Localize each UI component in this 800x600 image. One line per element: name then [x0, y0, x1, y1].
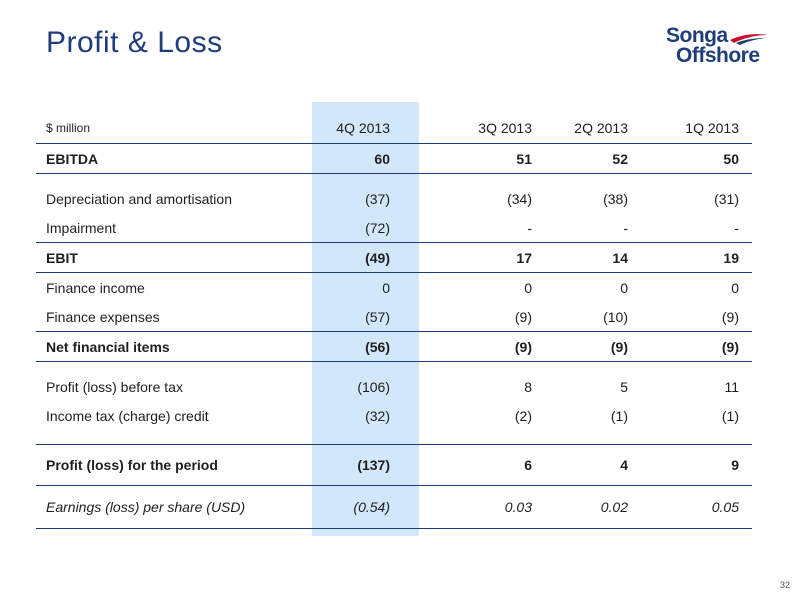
- cell-1q2013: 0: [731, 279, 739, 296]
- cell-4q2013: (72): [365, 219, 390, 236]
- cell-4q2013: (56): [365, 338, 390, 355]
- row-label: Income tax (charge) credit: [46, 407, 209, 424]
- cell-4q2013: (57): [365, 308, 390, 325]
- table-header-row: $ million 4Q 2013 3Q 2013 2Q 2013 1Q 201…: [36, 113, 752, 144]
- profit-loss-table: $ million 4Q 2013 3Q 2013 2Q 2013 1Q 201…: [36, 113, 752, 529]
- cell-1q2013: 9: [731, 457, 739, 473]
- cell-1q2013: 50: [723, 150, 739, 167]
- table-row: Finance income 0 0 0 0: [36, 273, 752, 302]
- page-number: 32: [779, 580, 790, 590]
- cell-1q2013: 0.05: [711, 499, 739, 515]
- cell-3q2013: (9): [514, 338, 532, 355]
- table-row: EBITDA 60 51 52 50: [36, 144, 752, 174]
- cell-4q2013: (106): [357, 378, 390, 395]
- cell-3q2013: -: [527, 219, 532, 236]
- cell-2q2013: 52: [612, 150, 628, 167]
- row-label: EBIT: [46, 249, 78, 266]
- row-label: Profit (loss) before tax: [46, 378, 183, 395]
- row-spacer: [36, 430, 752, 445]
- cell-3q2013: (2): [514, 407, 532, 424]
- row-spacer: [36, 362, 752, 372]
- header-unit-label: $ million: [46, 121, 91, 135]
- cell-3q2013: (34): [507, 190, 532, 207]
- table-row: Income tax (charge) credit (32) (2) (1) …: [36, 401, 752, 430]
- cell-2q2013: -: [623, 219, 628, 236]
- logo-swoosh-icon: [730, 34, 768, 45]
- cell-2q2013: 0: [620, 279, 628, 296]
- cell-3q2013: 0: [524, 279, 532, 296]
- row-label: Impairment: [46, 219, 117, 236]
- cell-4q2013: (32): [365, 407, 390, 424]
- row-label: Finance expenses: [46, 308, 160, 325]
- logo-word-songa: Songa: [666, 24, 728, 47]
- company-logo: Songa Offshore: [650, 22, 780, 72]
- cell-2q2013: 4: [620, 457, 628, 473]
- cell-3q2013: 8: [524, 378, 532, 395]
- cell-2q2013: 5: [620, 378, 628, 395]
- header-col-1q2013: 1Q 2013: [685, 120, 739, 136]
- cell-2q2013: (10): [603, 308, 628, 325]
- table-row: Earnings (loss) per share (USD) (0.54) 0…: [36, 485, 752, 529]
- row-label: EBITDA: [46, 150, 99, 167]
- cell-3q2013: (9): [514, 308, 532, 325]
- cell-3q2013: 17: [516, 249, 532, 266]
- table-row: Finance expenses (57) (9) (10) (9): [36, 302, 752, 332]
- cell-1q2013: (31): [714, 190, 739, 207]
- cell-4q2013: (137): [357, 457, 390, 473]
- table-row: Profit (loss) before tax (106) 8 5 11: [36, 372, 752, 401]
- row-label: Earnings (loss) per share (USD): [46, 499, 246, 515]
- row-label: Profit (loss) for the period: [46, 457, 218, 473]
- cell-2q2013: (1): [610, 407, 628, 424]
- cell-3q2013: 6: [524, 457, 532, 473]
- cell-3q2013: 0.03: [504, 499, 532, 515]
- cell-4q2013: 0: [382, 279, 390, 296]
- cell-2q2013: (9): [610, 338, 628, 355]
- current-quarter-highlight: [312, 102, 419, 536]
- slide-title: Profit & Loss: [46, 26, 223, 59]
- cell-4q2013: (37): [365, 190, 390, 207]
- cell-3q2013: 51: [516, 150, 532, 167]
- cell-2q2013: (38): [603, 190, 628, 207]
- cell-1q2013: (1): [721, 407, 739, 424]
- row-label: Net financial items: [46, 338, 170, 355]
- header-col-4q2013: 4Q 2013: [336, 120, 390, 136]
- cell-4q2013: (0.54): [353, 499, 390, 515]
- table-row: Profit (loss) for the period (137) 6 4 9: [36, 445, 752, 485]
- cell-2q2013: 0.02: [600, 499, 628, 515]
- cell-4q2013: 60: [374, 150, 390, 167]
- header-col-2q2013: 2Q 2013: [574, 120, 628, 136]
- logo-word-offshore: Offshore: [676, 44, 760, 67]
- table-row: Net financial items (56) (9) (9) (9): [36, 332, 752, 362]
- header-col-3q2013: 3Q 2013: [478, 120, 532, 136]
- row-spacer: [36, 174, 752, 184]
- cell-1q2013: 19: [723, 249, 739, 266]
- cell-1q2013: (9): [721, 308, 739, 325]
- cell-1q2013: 11: [724, 378, 739, 395]
- row-label: Depreciation and amortisation: [46, 190, 232, 207]
- cell-1q2013: (9): [721, 338, 739, 355]
- table-row: Impairment (72) - - -: [36, 213, 752, 243]
- table-row: Depreciation and amortisation (37) (34) …: [36, 184, 752, 213]
- cell-1q2013: -: [734, 219, 739, 236]
- cell-2q2013: 14: [612, 249, 628, 266]
- table-row: EBIT (49) 17 14 19: [36, 243, 752, 273]
- row-label: Finance income: [46, 279, 145, 296]
- cell-4q2013: (49): [365, 249, 390, 266]
